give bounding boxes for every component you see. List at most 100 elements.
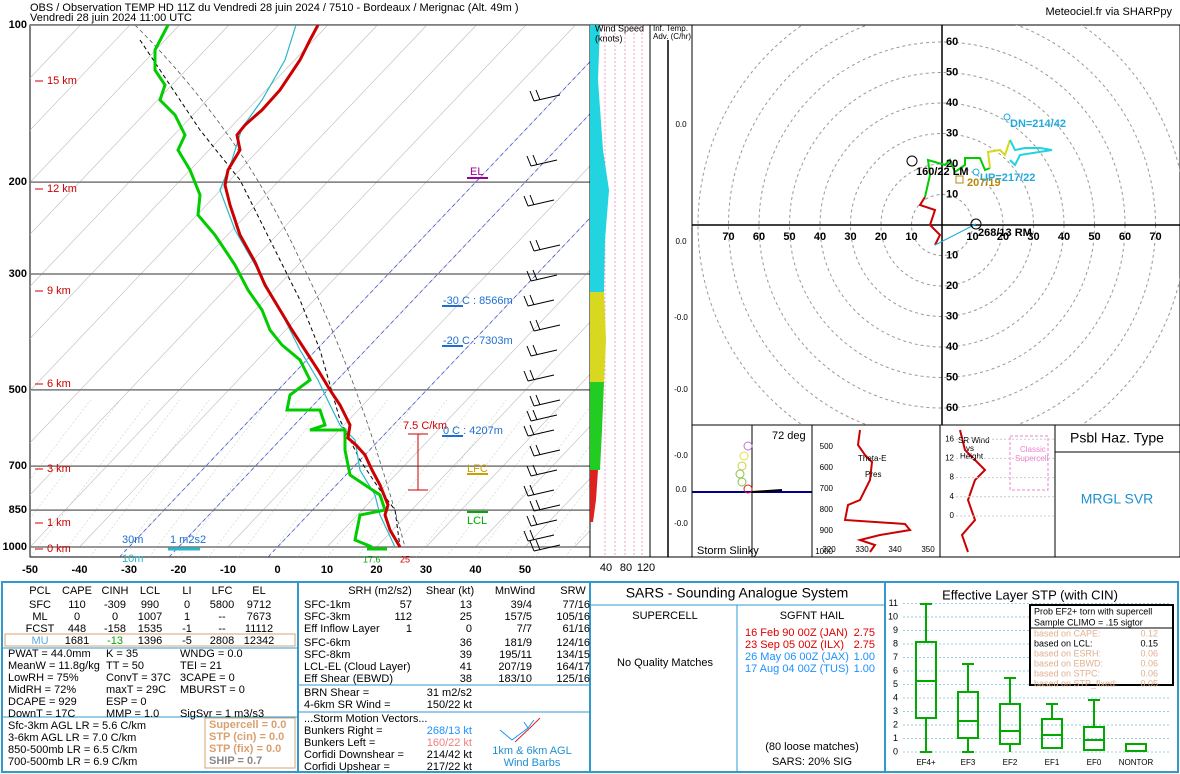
mixing-line xyxy=(416,399,537,557)
mixing-line xyxy=(564,523,590,557)
speed-fill xyxy=(590,470,598,522)
up-marker xyxy=(972,168,980,176)
barb xyxy=(529,319,561,332)
barb xyxy=(523,484,555,497)
advection-label: 0.0 xyxy=(675,237,687,246)
stp-category: EF0 xyxy=(1087,758,1102,767)
parcel-cell: 0 xyxy=(112,611,118,623)
hail-value: 1.00 xyxy=(854,651,875,663)
hodo-rm: 268/13 RM xyxy=(978,227,1032,239)
sfc-dewpoint: 17.6 xyxy=(363,554,381,564)
rm-marker xyxy=(970,218,982,230)
hodo-mid xyxy=(924,157,991,198)
box xyxy=(1083,726,1105,751)
index: MidRH = 72% xyxy=(8,684,76,696)
index: K = 35 xyxy=(106,648,138,660)
stp-tick: 9 xyxy=(893,625,898,635)
hail-match: 16 Feb 90 00Z (JAN) xyxy=(745,627,848,639)
dn-marker xyxy=(1003,113,1011,121)
index: DownT = 17C xyxy=(8,708,75,720)
advection-label: 0.0 xyxy=(675,120,687,129)
lapse-rate: 850-500mb LR = 6.5 C/km xyxy=(8,744,137,756)
whisker xyxy=(920,603,932,753)
index: DCAPE = 929 xyxy=(8,696,77,708)
kinematic-cell: 0 xyxy=(466,623,472,635)
height-label: 15 km xyxy=(47,75,77,87)
index: maxT = 29C xyxy=(106,684,166,696)
stp-tick: 0 xyxy=(893,746,898,756)
parcel-cell: 9712 xyxy=(247,599,271,611)
kinematic-cell: 157/5 xyxy=(504,611,532,623)
hodo-lm: 160/22 LM xyxy=(916,166,969,178)
hodo-tick: 40 xyxy=(946,97,958,109)
parcel-cell: 1007 xyxy=(138,611,162,623)
barb xyxy=(529,239,561,252)
temperature-label: -30 xyxy=(121,564,137,576)
index: ConvT = 37C xyxy=(106,672,171,684)
kinematic-label: Eff Inflow Layer xyxy=(304,623,380,635)
barb xyxy=(529,89,561,102)
temperature-label: 50 xyxy=(519,564,531,576)
lcl-label: LCL xyxy=(467,515,487,527)
composite: SHIP = 0.7 xyxy=(209,755,262,767)
srwind-tick: 12 xyxy=(945,454,954,463)
stp-legend-value: 0.12 xyxy=(1140,628,1158,638)
stp-boxes xyxy=(915,603,1147,753)
parcel-cell: -309 xyxy=(104,599,126,611)
mixing-line xyxy=(238,399,358,557)
stp-legend-label: based on LCL: xyxy=(1034,638,1093,648)
parcel-cell: 0 xyxy=(74,611,80,623)
barb xyxy=(523,294,555,307)
lapse-rate: 3-6km AGL LR = 7.0 C/km xyxy=(8,732,136,744)
parcel-trace xyxy=(139,39,401,548)
mixing-line xyxy=(208,399,329,557)
srwind-tick: 16 xyxy=(945,434,954,443)
mixing-line xyxy=(535,484,590,557)
isotherm xyxy=(30,25,180,183)
advection-label: -0.0 xyxy=(674,313,688,322)
sars-loose: (80 loose matches) xyxy=(765,741,859,753)
barb xyxy=(526,409,558,422)
stp-category: NONTOR xyxy=(1119,758,1154,767)
srwind-profile xyxy=(959,429,987,553)
height-label: 6 km xyxy=(47,378,71,390)
speed-fill xyxy=(590,292,606,382)
sars-supercell-result: No Quality Matches xyxy=(617,657,713,669)
sars-hail: SGFNT HAIL xyxy=(780,610,845,622)
stp-tick: 10 xyxy=(888,611,898,621)
stp-legend-value: 0.06 xyxy=(1140,648,1158,658)
kinematic-extra-value: 150/22 kt xyxy=(427,699,472,711)
hodo-tick: 10 xyxy=(966,231,978,243)
thetae-tick: 600 xyxy=(820,463,834,472)
pressure-label: 700 xyxy=(9,460,27,472)
hodo-tick: 70 xyxy=(722,231,734,243)
mixing-line xyxy=(327,399,448,557)
mixing-line xyxy=(178,399,299,557)
whisker xyxy=(1004,677,1016,752)
wind-speed-tick: 40 xyxy=(600,562,612,574)
thetae-tick: 900 xyxy=(820,526,834,535)
stp-legend-label: based on ESRH: xyxy=(1034,648,1101,658)
kinematic-cell: 164/17 xyxy=(556,661,590,673)
kinematic-extra-value: 31 m2/s2 xyxy=(427,687,472,699)
height-label: 1 km xyxy=(47,517,71,529)
stp-tick: 11 xyxy=(889,598,898,608)
hodo-tick: 60 xyxy=(946,36,958,48)
hodo-tick: 50 xyxy=(946,66,958,78)
parcel-cell: 110 xyxy=(68,599,86,611)
index: ESP = 0 xyxy=(106,696,146,708)
slinky-vector xyxy=(751,489,783,493)
hodo-tick: 60 xyxy=(1119,231,1131,243)
hazard-value: MRGL SVR xyxy=(1081,491,1154,507)
motion-value: 217/22 kt xyxy=(427,761,472,773)
h10m-label: 10m xyxy=(122,553,143,565)
composite: Supercell = 0.0 xyxy=(209,719,286,731)
srh-label: 1 m2s2 xyxy=(170,534,206,546)
stp-tick: 3 xyxy=(893,706,898,716)
pressure-label: 850 xyxy=(9,504,27,516)
kinematic-cell: 124/16 xyxy=(556,637,590,649)
barb xyxy=(529,499,561,512)
dewpoint-profile xyxy=(153,25,387,549)
hodo-up: UP=217/22 xyxy=(980,172,1035,184)
